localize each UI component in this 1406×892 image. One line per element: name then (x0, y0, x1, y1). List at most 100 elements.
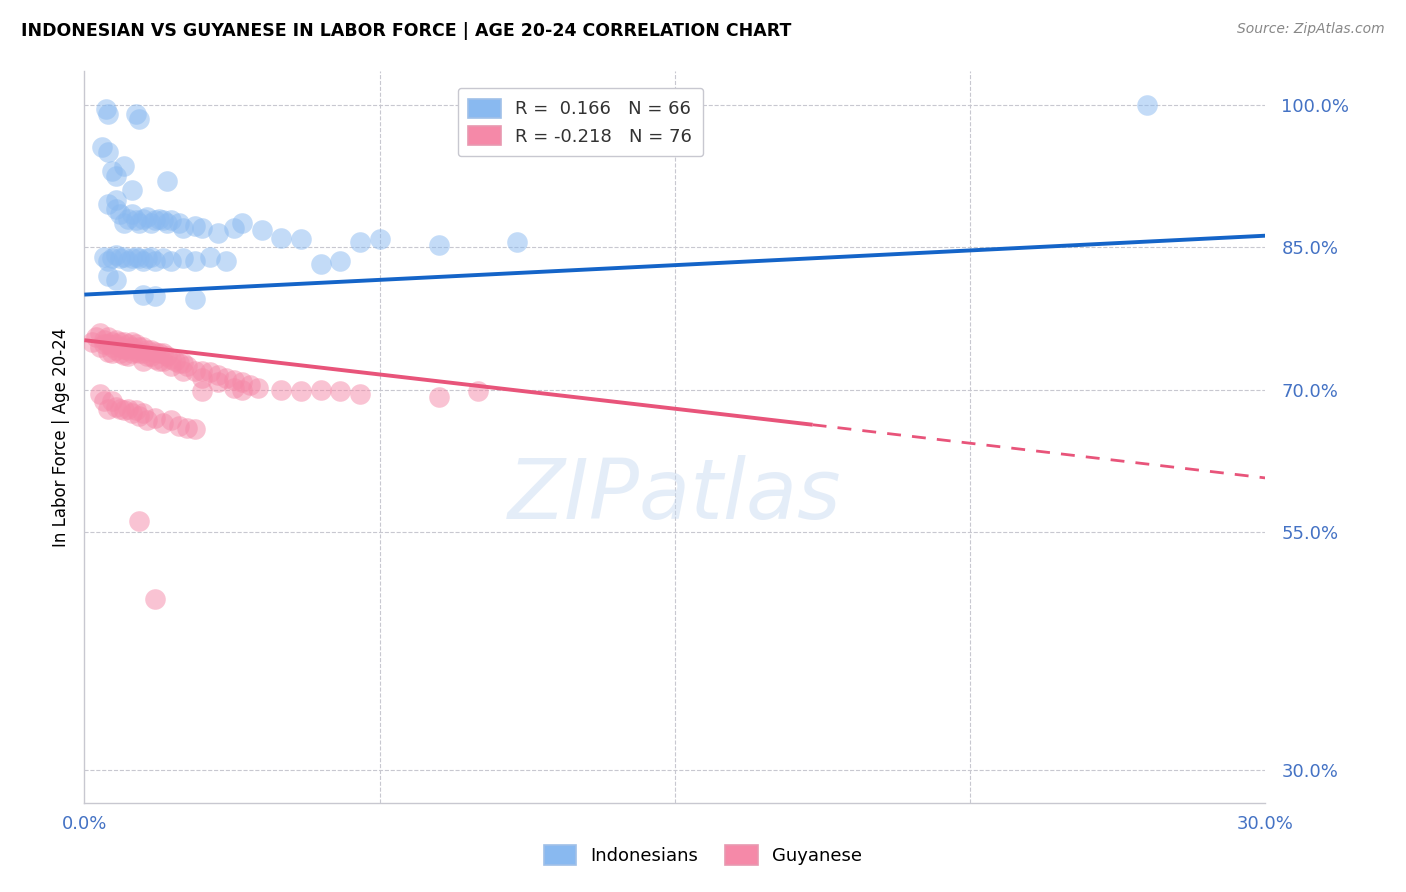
Point (97, 254, 120, 268)
Point (143, 289, 166, 303)
Point (117, 337, 139, 351)
Point (132, 346, 155, 360)
Point (427, 390, 450, 404)
Point (207, 226, 229, 240)
Point (349, 387, 371, 401)
Point (124, 403, 146, 417)
Point (89, 340, 111, 354)
Point (97, 337, 120, 351)
Point (143, 352, 166, 367)
Point (89, 326, 111, 340)
Point (117, 349, 139, 363)
Point (183, 254, 205, 268)
Point (108, 252, 131, 266)
Point (309, 257, 332, 271)
Point (108, 340, 131, 354)
Point (143, 254, 166, 268)
Point (84, 330, 107, 344)
Point (329, 254, 352, 268)
Point (172, 356, 194, 370)
Point (93, 333, 115, 347)
Point (231, 375, 253, 389)
Point (108, 401, 131, 416)
Point (160, 413, 183, 427)
Point (104, 337, 127, 351)
Point (112, 403, 135, 417)
Point (141, 250, 163, 264)
Point (112, 335, 135, 350)
Point (152, 252, 174, 266)
Point (117, 254, 139, 268)
Point (215, 254, 238, 268)
Point (108, 207, 131, 221)
Point (104, 400, 127, 414)
Point (101, 340, 124, 354)
Point (93, 250, 115, 264)
Point (136, 210, 159, 224)
Point (128, 112, 150, 126)
Point (112, 348, 135, 362)
Point (506, 235, 529, 250)
Point (128, 340, 150, 354)
Point (1136, 97, 1159, 112)
Point (231, 216, 253, 230)
Point (152, 416, 174, 430)
Point (121, 252, 143, 266)
Point (143, 591, 166, 606)
Point (246, 381, 269, 395)
Point (309, 383, 332, 397)
Point (160, 254, 183, 268)
Point (200, 366, 222, 380)
Legend: R =  0.166   N = 66, R = -0.218   N = 76: R = 0.166 N = 66, R = -0.218 N = 76 (458, 87, 703, 156)
Point (128, 216, 150, 230)
Point (467, 384, 489, 399)
Point (124, 213, 146, 227)
Point (108, 335, 131, 350)
Point (112, 250, 135, 264)
Point (200, 250, 222, 264)
Point (136, 252, 159, 266)
Point (136, 343, 159, 357)
Point (97, 197, 120, 211)
Point (132, 406, 155, 420)
Point (108, 346, 131, 360)
Point (117, 401, 139, 416)
Point (160, 352, 183, 367)
Point (290, 384, 312, 399)
Point (183, 363, 205, 377)
Point (207, 368, 229, 383)
Point (136, 349, 159, 363)
Point (141, 343, 163, 357)
Point (104, 273, 127, 287)
Point (104, 333, 127, 347)
Point (156, 216, 179, 230)
Point (167, 356, 190, 370)
Point (191, 363, 214, 377)
Point (172, 221, 194, 235)
Point (128, 514, 150, 528)
Point (117, 343, 139, 357)
Point (128, 252, 150, 266)
Point (160, 359, 183, 373)
Point (183, 219, 205, 234)
Point (97, 145, 120, 160)
Point (112, 216, 135, 230)
Point (132, 354, 155, 368)
Point (250, 223, 273, 237)
Point (132, 254, 155, 268)
Point (132, 340, 155, 354)
Point (97, 268, 120, 283)
Point (152, 354, 174, 368)
Point (191, 221, 214, 235)
Text: INDONESIAN VS GUYANESE IN LABOR FORCE | AGE 20-24 CORRELATION CHART: INDONESIAN VS GUYANESE IN LABOR FORCE | … (21, 22, 792, 40)
Point (148, 346, 170, 360)
Point (97, 330, 120, 344)
Point (152, 346, 174, 360)
Point (156, 173, 179, 187)
Point (172, 363, 194, 377)
Point (163, 354, 186, 368)
Point (82, 335, 104, 350)
Point (121, 207, 143, 221)
Point (143, 411, 166, 425)
Point (239, 377, 262, 392)
